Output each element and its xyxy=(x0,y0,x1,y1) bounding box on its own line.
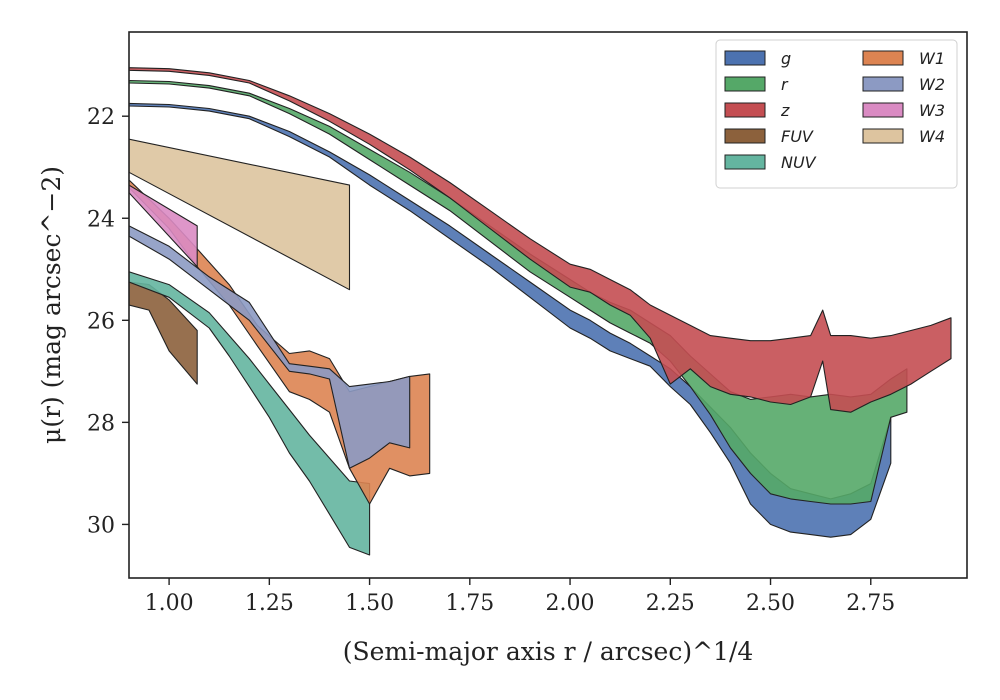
legend-label-w4: W4 xyxy=(919,127,945,146)
series-band-g xyxy=(129,102,892,538)
legend-swatch-w2 xyxy=(862,76,904,92)
x-tick-label: 1.25 xyxy=(245,591,294,616)
legend-label-fuv: FUV xyxy=(781,127,814,146)
series-band-w4 xyxy=(129,138,351,291)
legend-swatch-w4 xyxy=(862,128,904,144)
legend-label-r: r xyxy=(781,75,789,94)
legend-label-z: z xyxy=(780,101,790,120)
x-tick-label: 1.00 xyxy=(145,591,194,616)
legend-swatch-r xyxy=(724,76,766,92)
legend: grz FUV NUV W1 W2 W3 W4 xyxy=(715,39,958,189)
x-axis: 1.00 1.25 1.50 1.75 2.00 2.25 2.50 2.75 xyxy=(145,578,895,616)
series-band-z xyxy=(129,67,952,413)
legend-label-nuv: NUV xyxy=(781,153,817,172)
x-tick-label: 1.50 xyxy=(345,591,394,616)
x-tick-label: 2.25 xyxy=(646,591,695,616)
y-tick-label: 24 xyxy=(87,207,115,232)
series-band-w2 xyxy=(129,225,411,469)
y-tick-label: 30 xyxy=(87,513,115,538)
y-tick-label: 22 xyxy=(87,105,115,130)
x-tick-label: 1.75 xyxy=(445,591,494,616)
x-axis-label: (Semi-major axis r / arcsec)^1/4 xyxy=(343,637,754,666)
y-axis: 22 24 26 28 30 xyxy=(87,105,129,538)
legend-swatch-nuv xyxy=(724,154,766,170)
y-tick-label: 28 xyxy=(87,411,115,436)
y-tick-label: 26 xyxy=(87,309,115,334)
x-tick-label: 2.00 xyxy=(546,591,595,616)
legend-swatch-fuv xyxy=(724,128,766,144)
x-tick-label: 2.50 xyxy=(746,591,795,616)
x-tick-label: 2.75 xyxy=(846,591,895,616)
legend-label-w3: W3 xyxy=(919,101,945,120)
legend-swatch-z xyxy=(724,102,766,118)
plot-frame xyxy=(128,31,968,579)
legend-swatch-w3 xyxy=(862,102,904,118)
legend-swatch-w1 xyxy=(862,50,904,66)
legend-swatch-g xyxy=(724,50,766,66)
series-band-nuv xyxy=(129,271,371,556)
legend-label-w2: W2 xyxy=(919,75,945,94)
series-band-w3 xyxy=(129,184,198,268)
plot-area xyxy=(129,67,952,556)
y-axis-label: μ(r) (mag arcsec^−2) xyxy=(37,166,66,444)
legend-label-g: g xyxy=(781,49,791,68)
legend-label-w1: W1 xyxy=(919,49,945,68)
